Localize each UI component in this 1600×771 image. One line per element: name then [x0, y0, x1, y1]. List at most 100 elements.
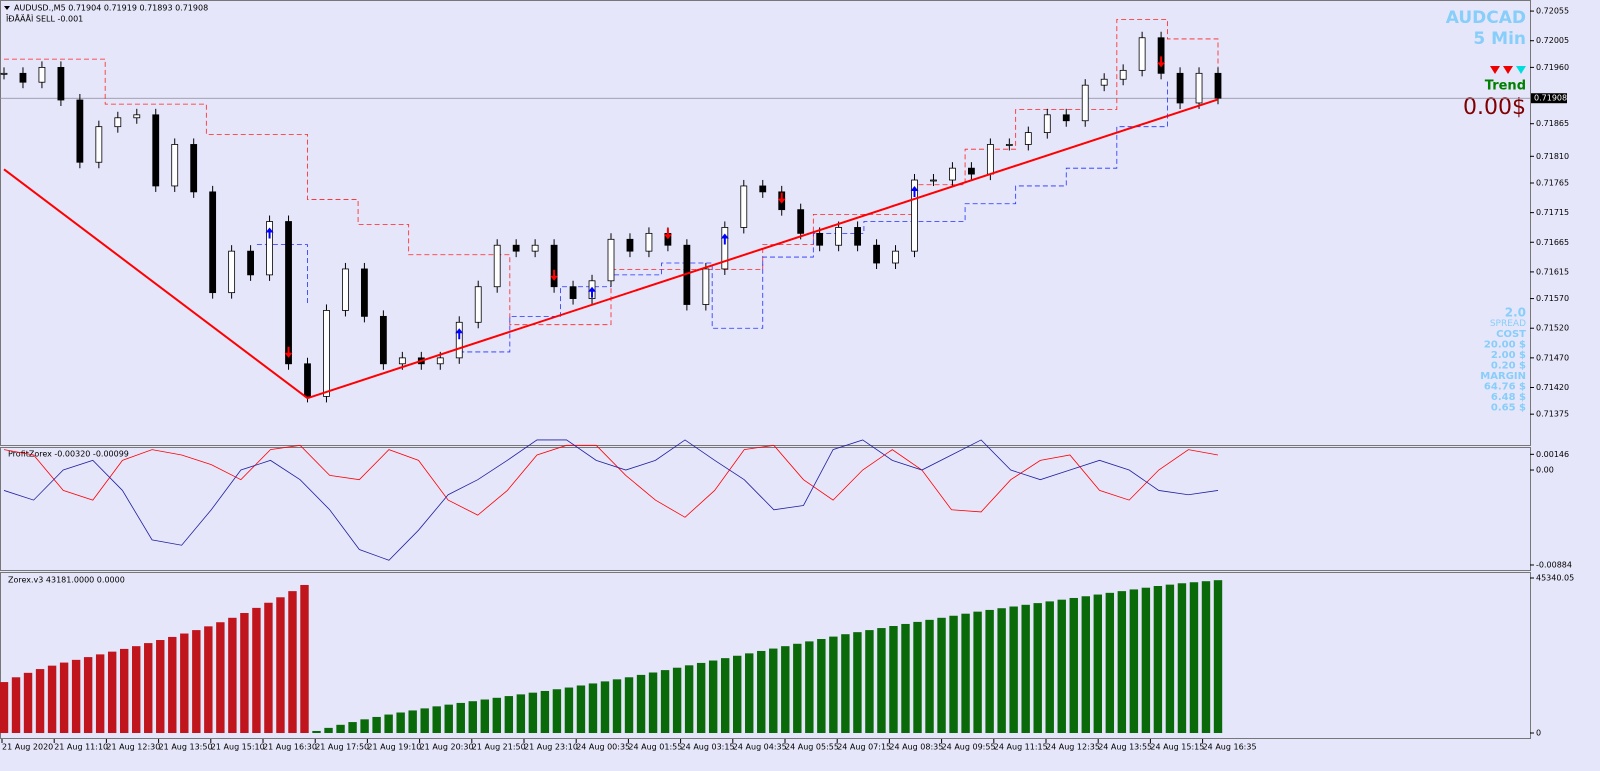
profit: 0.00$ [1463, 95, 1526, 120]
candle [911, 179, 918, 252]
histogram-bar [192, 630, 201, 734]
candle [1138, 37, 1146, 71]
histogram-bar [216, 622, 225, 734]
histogram-bar [769, 648, 778, 734]
candle [892, 250, 899, 264]
candle [133, 114, 141, 119]
histogram-bar [733, 655, 742, 734]
candle [266, 221, 273, 276]
histogram-bar [300, 584, 309, 734]
histogram-bar [336, 724, 345, 734]
candle [1176, 72, 1184, 104]
candle [1081, 84, 1089, 122]
sell-arrow [663, 228, 672, 240]
oscillator-frame [0, 447, 1531, 571]
x-tick-label: 24 Aug 09:55 [942, 743, 996, 752]
histogram-bar [372, 716, 381, 734]
trend-label: Trend [1485, 79, 1526, 94]
sell-arrow [550, 269, 559, 281]
histogram-bar [480, 699, 489, 734]
candle [0, 72, 8, 75]
x-tick-label: 21 Aug 21:50 [472, 743, 526, 752]
info-text: COST [1496, 329, 1526, 340]
x-tick-label: 24 Aug 04:35 [733, 743, 787, 752]
y-tick-label: 0.71715 [1536, 208, 1569, 217]
candle [1100, 78, 1108, 86]
buy-arrow [455, 328, 464, 340]
histogram-bar [1153, 586, 1163, 734]
candle [38, 66, 46, 83]
candle [323, 310, 330, 397]
histogram-bar [468, 701, 477, 734]
candle [114, 117, 122, 128]
y-tick-label: 45340.05 [1536, 573, 1574, 582]
candle [759, 185, 767, 193]
histogram-bar [1141, 587, 1151, 734]
histogram-bar [937, 617, 946, 734]
histogram-bar [612, 679, 622, 734]
x-tick-label: 24 Aug 08:35 [889, 743, 943, 752]
trendline [3, 98, 1219, 400]
candle [1024, 132, 1032, 145]
histogram-bar [288, 591, 297, 734]
current-price-label: 0.71908 [1534, 94, 1567, 103]
candle [493, 244, 501, 288]
histogram-bar [552, 689, 562, 734]
candle [512, 244, 520, 252]
x-tick-label: 21 Aug 12:30 [106, 743, 160, 752]
histogram-bar [384, 714, 393, 734]
pair: AUDCAD [1446, 8, 1526, 28]
candle [607, 238, 615, 282]
histogram-bar [865, 630, 874, 734]
histogram-bar [925, 619, 934, 734]
histogram-bar [853, 632, 862, 734]
histogram-bar [47, 665, 57, 734]
histogram-bar [528, 692, 538, 734]
histogram-bar [1213, 580, 1223, 734]
histogram-bar [985, 609, 994, 734]
candle [1214, 72, 1222, 99]
histogram-bar [1069, 597, 1078, 734]
histogram-bar [420, 708, 429, 734]
y-tick-label: 0.00 [1536, 466, 1554, 475]
histogram-bar [1189, 582, 1199, 734]
histogram-bar [1009, 606, 1018, 734]
sell-arrow [284, 346, 293, 358]
histogram-bar [961, 613, 970, 734]
x-tick-label: 24 Aug 03:15 [681, 743, 735, 752]
candle [721, 227, 729, 270]
histogram-bar [696, 662, 706, 734]
info-text: SPREAD [1490, 319, 1526, 329]
histogram-bar [793, 643, 802, 734]
histogram-bar [829, 636, 838, 734]
menu-triangle[interactable] [4, 6, 10, 10]
histogram-bar [745, 653, 754, 734]
y-tick-label: 0.71960 [1536, 63, 1569, 72]
y-tick-label: 0.71375 [1536, 410, 1569, 419]
candle [76, 99, 84, 163]
current-price-box [1531, 93, 1567, 104]
histogram-bar [35, 669, 45, 734]
histogram-bar [684, 665, 694, 734]
histogram-bar [648, 672, 658, 734]
histogram-bar [240, 613, 249, 734]
candle [95, 126, 103, 163]
buy-arrow [720, 233, 729, 245]
histogram-bar [180, 633, 189, 734]
histogram-bar [997, 608, 1006, 734]
info-text: 2.0 [1505, 306, 1526, 320]
candle [816, 232, 824, 246]
histogram-frame [0, 572, 1531, 739]
x-tick-label: 24 Aug 00:35 [576, 743, 630, 752]
histogram-bar [1045, 601, 1054, 734]
y-tick-label: 0.71765 [1536, 178, 1569, 187]
y-tick-label: 0 [1536, 729, 1541, 738]
histogram-bar [252, 607, 261, 734]
candle [835, 227, 843, 246]
histogram-bar [973, 611, 982, 734]
histogram-bar [901, 623, 910, 734]
histogram-bar [59, 662, 69, 734]
candle [1195, 72, 1203, 104]
candle [19, 72, 27, 83]
histogram-bar [540, 690, 550, 734]
